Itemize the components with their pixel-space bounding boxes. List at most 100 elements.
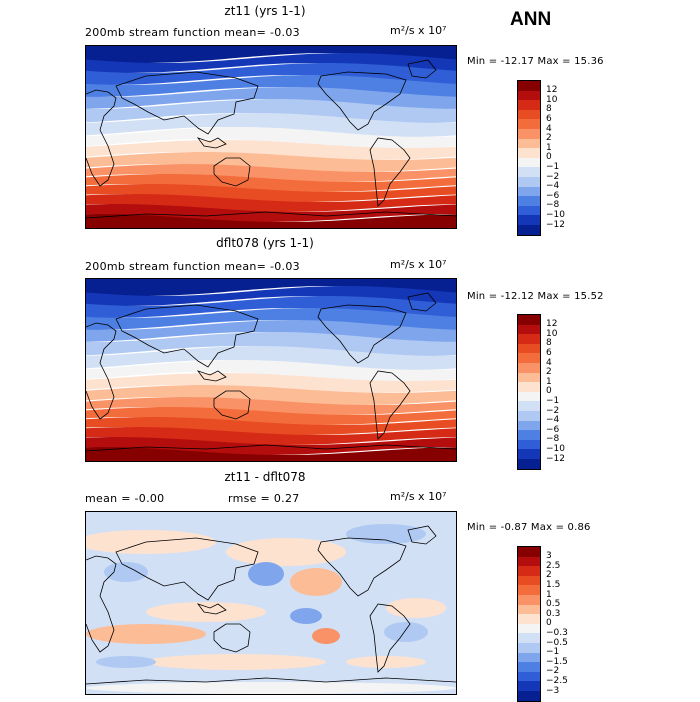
contour-blob	[290, 608, 322, 624]
colorbar-tick-label: −0.3	[546, 627, 568, 638]
coastline	[317, 71, 407, 131]
colorbar-tick-label: 2	[546, 367, 552, 378]
panel-middle-title: dflt078 (yrs 1-1)	[216, 236, 314, 250]
colorbar-tick-label: −12	[546, 219, 565, 230]
colorbar-tick-label: −8	[546, 200, 560, 211]
colorbar-tick-label: 0	[546, 386, 552, 397]
contour-blob	[248, 562, 284, 586]
coastline	[369, 137, 411, 207]
contour-band	[86, 346, 456, 370]
panel-top-title: zt11 (yrs 1-1)	[224, 4, 306, 18]
colorbar-tick-label: 2	[546, 570, 552, 581]
colorbar-cell	[518, 90, 540, 101]
contour-band	[86, 360, 456, 382]
contour-band	[86, 407, 456, 425]
coastline	[86, 89, 117, 187]
panel-bottom-units: m²/s x 10⁷	[390, 490, 447, 503]
panel-bottom-title: zt11 - dflt078	[224, 470, 306, 484]
coastline	[407, 292, 437, 312]
season-label: ANN	[510, 9, 552, 30]
colorbar-tick-label: 4	[546, 123, 552, 134]
panel-bottom-mean: mean = -0.00	[85, 492, 165, 505]
colorbar-cell	[518, 100, 540, 110]
colorbar-tick-label: −4	[546, 181, 560, 192]
colorbar-cell	[518, 430, 540, 440]
coastline	[407, 59, 437, 79]
panel-bottom-map-svg	[86, 512, 456, 694]
contour-blob	[346, 656, 426, 668]
contour-band	[86, 447, 456, 461]
colorbar-tick-label: −6	[546, 424, 560, 435]
panel-top-minmax: Min = -12.17 Max = 15.36	[467, 56, 604, 67]
colorbar-tick-label: 8	[546, 104, 552, 115]
colorbar-tick-label: −2	[546, 171, 560, 182]
coastline	[115, 304, 259, 368]
coastline	[369, 370, 411, 440]
panel-top-colorbar	[517, 80, 541, 236]
panel-top-map	[85, 45, 457, 229]
colorbar-tick-label: −1	[546, 161, 560, 172]
contour-band	[86, 87, 456, 109]
colorbar-cell	[518, 547, 540, 557]
colorbar-tick-label: 0.3	[546, 608, 561, 619]
colorbar-cell	[518, 575, 540, 586]
coastline	[213, 623, 251, 653]
colorbar-cell	[518, 81, 540, 91]
colorbar-tick-label: 10	[546, 94, 558, 105]
contour-band	[86, 214, 456, 228]
colorbar-tick-label: −4	[546, 415, 560, 426]
colorbar-cell	[518, 315, 540, 325]
contour-band	[86, 373, 456, 393]
contour-band	[86, 296, 456, 318]
coastline	[213, 390, 251, 420]
colorbar-cell	[518, 410, 540, 421]
panel-middle-map	[85, 278, 457, 462]
colorbar-cell	[518, 334, 540, 344]
contour-blob	[146, 654, 326, 670]
coastline	[86, 677, 456, 685]
colorbar-tick-label: −2	[546, 666, 560, 677]
coastline	[317, 304, 407, 364]
coastline	[369, 603, 411, 673]
panel-top-subtitle: 200mb stream function mean= -0.03	[85, 26, 300, 39]
contour-band	[86, 127, 456, 149]
colorbar-cell	[518, 353, 540, 363]
coastline	[115, 71, 259, 135]
colorbar-tick-label: −0.5	[546, 637, 568, 648]
colorbar-cell	[518, 614, 540, 624]
coastline	[86, 555, 117, 653]
coastline	[86, 322, 117, 420]
contour-blob	[96, 656, 156, 668]
colorbar-cell	[518, 196, 540, 206]
contour-band	[86, 99, 456, 123]
colorbar-tick-label: 1	[546, 376, 552, 387]
colorbar-cell	[518, 642, 540, 653]
colorbar-cell	[518, 633, 540, 643]
panel-bottom-map	[85, 511, 457, 695]
panel-top-units: m²/s x 10⁷	[390, 24, 447, 37]
colorbar-tick-label: −1	[546, 395, 560, 406]
colorbar-cell	[518, 623, 540, 634]
colorbar-cell	[518, 148, 540, 158]
colorbar-cell	[518, 205, 540, 216]
contour-band	[86, 385, 456, 405]
colorbar-cell	[518, 662, 540, 672]
contour-blob	[346, 524, 426, 544]
colorbar-tick-label: 6	[546, 113, 552, 124]
colorbar-cell	[518, 343, 540, 354]
panel-middle-subtitle: 200mb stream function mean= -0.03	[85, 260, 300, 273]
colorbar-tick-label: 12	[546, 85, 558, 96]
panel-bottom-minmax: Min = -0.87 Max = 0.86	[467, 522, 591, 533]
colorbar-cell	[518, 458, 540, 469]
colorbar-tick-label: −12	[546, 453, 565, 464]
colorbar-cell	[518, 109, 540, 120]
colorbar-cell	[518, 594, 540, 605]
contour-band	[86, 320, 456, 342]
colorbar-tick-label: 8	[546, 338, 552, 349]
colorbar-tick-label: 3	[546, 551, 552, 562]
coastline	[86, 444, 456, 452]
contour-band	[86, 53, 456, 73]
contour-band	[86, 113, 456, 137]
colorbar-tick-label: 12	[546, 319, 558, 330]
contour-band	[86, 427, 456, 445]
